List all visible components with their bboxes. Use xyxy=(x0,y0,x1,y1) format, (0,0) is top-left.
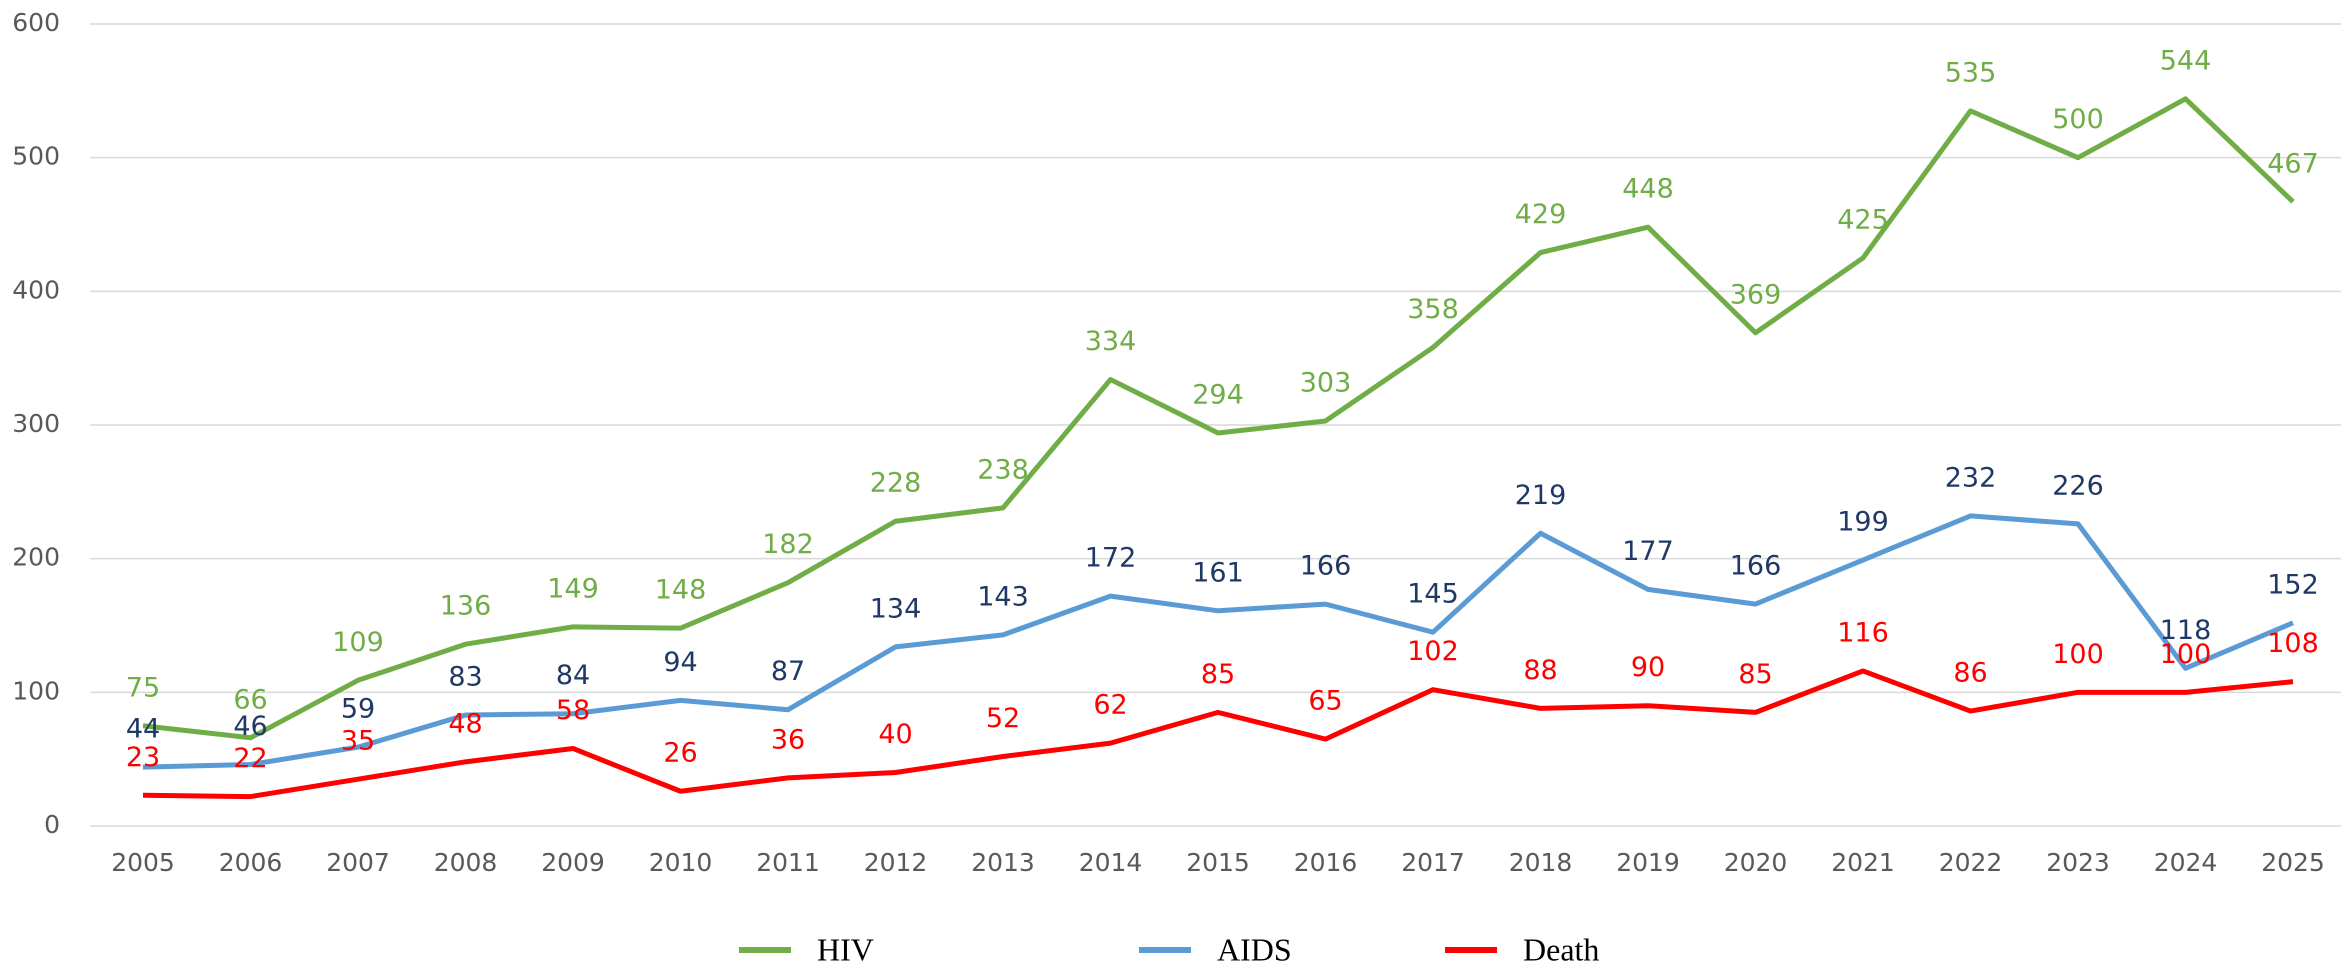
y-tick-label: 200 xyxy=(12,543,60,572)
x-tick-label: 2019 xyxy=(1616,848,1680,877)
x-tick-label: 2006 xyxy=(219,848,283,877)
data-label: 294 xyxy=(1192,380,1244,411)
data-label: 90 xyxy=(1631,652,1665,683)
x-tick-label: 2021 xyxy=(1831,848,1895,877)
y-tick-label: 500 xyxy=(12,142,60,171)
x-tick-label: 2017 xyxy=(1401,848,1465,877)
data-label: 535 xyxy=(1945,57,1997,88)
data-label: 22 xyxy=(233,743,267,774)
data-label: 85 xyxy=(1201,659,1235,690)
x-tick-label: 2018 xyxy=(1509,848,1573,877)
data-label: 166 xyxy=(1730,551,1782,582)
data-label: 199 xyxy=(1837,507,1889,538)
data-label: 303 xyxy=(1300,367,1352,398)
data-label: 23 xyxy=(126,742,160,773)
data-label: 149 xyxy=(547,573,599,604)
data-label: 36 xyxy=(771,724,805,755)
series-line xyxy=(142,96,2295,741)
data-label: 182 xyxy=(762,529,814,560)
x-tick-label: 2015 xyxy=(1186,848,1250,877)
data-label: 48 xyxy=(448,708,482,739)
data-label: 228 xyxy=(870,468,922,499)
x-tick-label: 2025 xyxy=(2261,848,2325,877)
x-tick-label: 2010 xyxy=(649,848,713,877)
data-label: 232 xyxy=(1945,462,1997,493)
data-label: 544 xyxy=(2160,45,2212,76)
legend-label: HIV xyxy=(817,931,874,967)
y-tick-label: 300 xyxy=(12,409,60,438)
data-label: 44 xyxy=(126,714,160,745)
data-label: 100 xyxy=(2160,639,2212,670)
y-tick-label: 600 xyxy=(12,8,60,37)
legend-label: AIDS xyxy=(1217,931,1292,967)
data-label: 108 xyxy=(2267,628,2319,659)
y-tick-label: 0 xyxy=(44,810,60,839)
x-tick-label: 2009 xyxy=(541,848,605,877)
data-label: 116 xyxy=(1837,617,1889,648)
data-label: 172 xyxy=(1085,543,1137,574)
y-tick-label: 100 xyxy=(12,676,60,705)
data-label: 94 xyxy=(663,647,697,678)
data-label: 26 xyxy=(663,738,697,769)
data-label: 500 xyxy=(2052,104,2104,135)
data-label: 226 xyxy=(2052,470,2104,501)
data-label: 46 xyxy=(233,711,267,742)
data-label: 152 xyxy=(2267,569,2319,600)
x-tick-label: 2005 xyxy=(111,848,175,877)
data-label: 166 xyxy=(1300,551,1352,582)
data-label: 87 xyxy=(771,656,805,687)
data-label: 66 xyxy=(233,684,267,715)
y-tick-label: 400 xyxy=(12,275,60,304)
data-label: 109 xyxy=(332,627,384,658)
data-label: 148 xyxy=(655,575,707,606)
data-label: 425 xyxy=(1837,204,1889,235)
data-label: 40 xyxy=(878,719,912,750)
data-label: 59 xyxy=(341,694,375,725)
legend-label: Death xyxy=(1523,931,1599,967)
data-label: 102 xyxy=(1407,636,1459,667)
series-line xyxy=(142,513,2294,770)
x-tick-label: 2012 xyxy=(864,848,928,877)
data-label: 62 xyxy=(1093,690,1127,721)
data-label: 358 xyxy=(1407,294,1459,325)
x-tick-label: 2011 xyxy=(756,848,820,877)
data-label: 238 xyxy=(977,454,1029,485)
x-tick-label: 2007 xyxy=(326,848,390,877)
data-label: 100 xyxy=(2052,639,2104,670)
data-label: 134 xyxy=(870,593,922,624)
x-tick-label: 2022 xyxy=(1939,848,2003,877)
x-tick-label: 2024 xyxy=(2154,848,2218,877)
data-label: 88 xyxy=(1523,655,1557,686)
series-line xyxy=(142,668,2294,800)
data-label: 334 xyxy=(1085,326,1137,357)
data-label: 467 xyxy=(2267,148,2319,179)
data-label: 136 xyxy=(440,591,492,622)
data-label: 58 xyxy=(556,695,590,726)
x-tick-label: 2023 xyxy=(2046,848,2110,877)
data-label: 35 xyxy=(341,726,375,757)
data-label: 75 xyxy=(126,672,160,703)
data-label: 52 xyxy=(986,703,1020,734)
x-tick-label: 2013 xyxy=(971,848,1035,877)
data-label: 65 xyxy=(1308,686,1342,717)
x-tick-label: 2014 xyxy=(1079,848,1143,877)
data-label: 219 xyxy=(1515,480,1567,511)
data-label: 177 xyxy=(1622,536,1674,567)
x-tick-label: 2008 xyxy=(434,848,498,877)
x-tick-label: 2016 xyxy=(1294,848,1358,877)
data-label: 83 xyxy=(448,662,482,693)
data-label: 84 xyxy=(556,660,590,691)
data-label: 143 xyxy=(977,581,1029,612)
data-label: 429 xyxy=(1515,199,1567,230)
data-label: 161 xyxy=(1192,557,1244,588)
data-label: 86 xyxy=(1953,658,1987,689)
data-label: 118 xyxy=(2160,615,2212,646)
data-label: 448 xyxy=(1622,174,1674,205)
data-label: 145 xyxy=(1407,579,1459,610)
data-label: 85 xyxy=(1738,659,1772,690)
data-label: 369 xyxy=(1730,279,1782,310)
x-tick-label: 2020 xyxy=(1724,848,1788,877)
